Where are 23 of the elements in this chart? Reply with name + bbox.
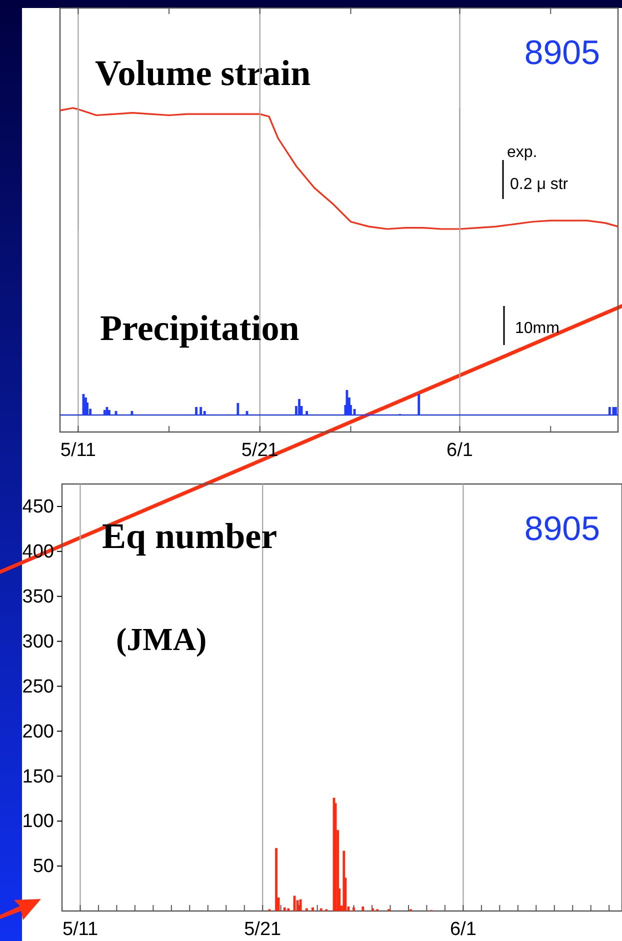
text: (JMA) (116, 621, 207, 657)
y-tick-label: 250 (22, 676, 54, 698)
y-tick-label: 350 (22, 586, 54, 608)
annotation: 8905 (524, 510, 600, 548)
text: 10mm (515, 320, 560, 337)
text: Eq number (102, 516, 278, 556)
x-tick-label: 5/11 (60, 440, 96, 461)
y-tick-label: 100 (22, 811, 54, 832)
x-tick-label: 5/11 (62, 918, 98, 940)
x-tick-label: 6/1 (446, 440, 473, 461)
chart-title: Volume strain (95, 53, 311, 93)
x-tick-label: 5/21 (244, 918, 282, 940)
annotation: exp. (507, 144, 538, 161)
y-tick-label: 300 (22, 631, 54, 652)
y-tick-label: 450 (22, 496, 54, 518)
y-tick-label: 150 (22, 766, 54, 788)
x-tick-label: 6/1 (450, 918, 476, 940)
y-tick-label: 200 (22, 721, 54, 742)
text: 8905 (524, 34, 600, 72)
annotation: 0.2 μ str (510, 176, 569, 193)
y-tick-label: 50 (32, 856, 54, 878)
x-tick-label: 5/21 (241, 440, 278, 461)
chart-title: Precipitation (100, 308, 300, 348)
